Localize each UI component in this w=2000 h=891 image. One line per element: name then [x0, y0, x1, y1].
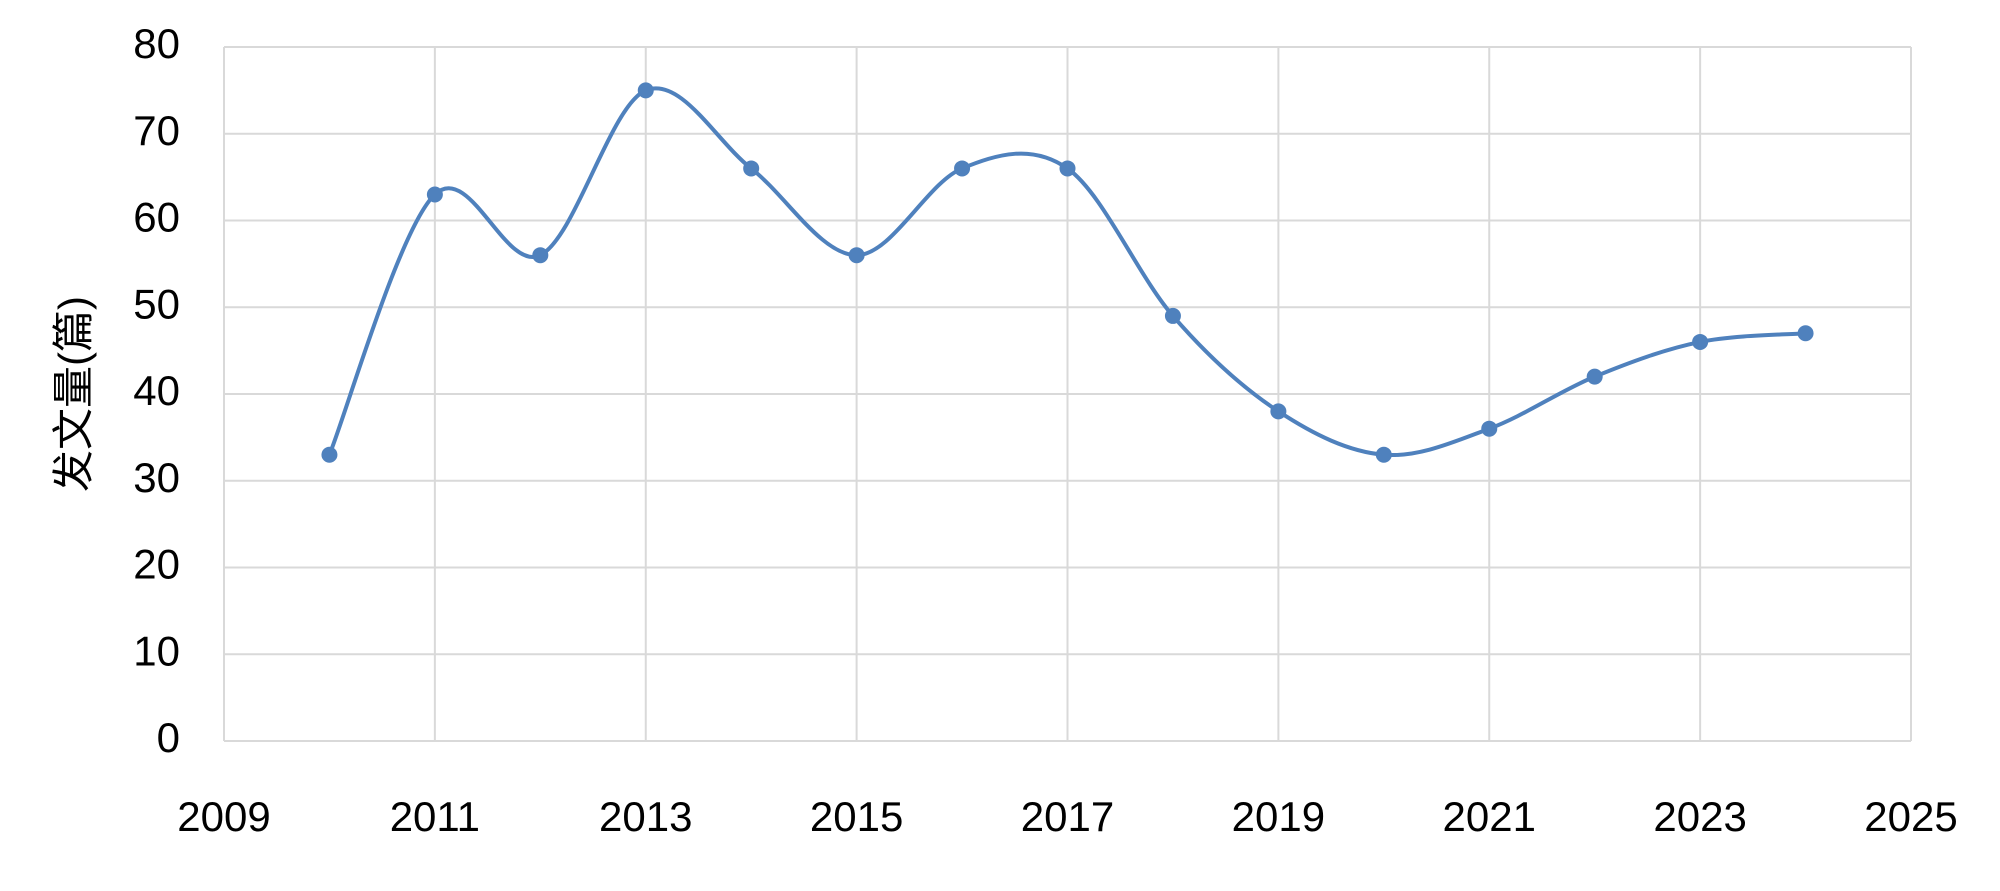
x-tick-label: 2021 — [1443, 793, 1536, 840]
x-tick-label: 2017 — [1021, 793, 1114, 840]
x-tick-label: 2019 — [1232, 793, 1325, 840]
y-tick-label: 60 — [133, 194, 180, 241]
point — [1059, 160, 1076, 177]
point — [848, 247, 865, 264]
point — [1164, 307, 1181, 324]
point — [1270, 403, 1287, 420]
point — [1692, 333, 1709, 350]
x-tick-label: 2025 — [1864, 793, 1957, 840]
point — [743, 160, 760, 177]
y-tick-label: 10 — [133, 627, 180, 674]
point — [1375, 446, 1392, 463]
point — [532, 247, 549, 264]
x-tick-label: 2011 — [390, 793, 480, 840]
point — [426, 186, 443, 203]
point — [637, 82, 654, 99]
point — [954, 160, 971, 177]
y-axis-title: 发文量(篇) — [50, 296, 97, 492]
y-tick-label: 30 — [133, 454, 180, 501]
point — [1586, 368, 1603, 385]
point — [321, 446, 338, 463]
y-tick-label: 0 — [157, 714, 180, 761]
y-tick-label: 50 — [133, 280, 180, 327]
x-tick-label: 2023 — [1653, 793, 1746, 840]
y-tick-label: 70 — [133, 107, 180, 154]
y-tick-label: 40 — [133, 367, 180, 414]
x-tick-label: 2013 — [599, 793, 692, 840]
y-tick-label: 80 — [133, 20, 180, 67]
point — [1797, 325, 1814, 342]
point — [1481, 420, 1498, 437]
x-tick-label: 2015 — [810, 793, 903, 840]
x-tick-label: 2009 — [177, 793, 270, 840]
y-tick-label: 20 — [133, 541, 180, 588]
